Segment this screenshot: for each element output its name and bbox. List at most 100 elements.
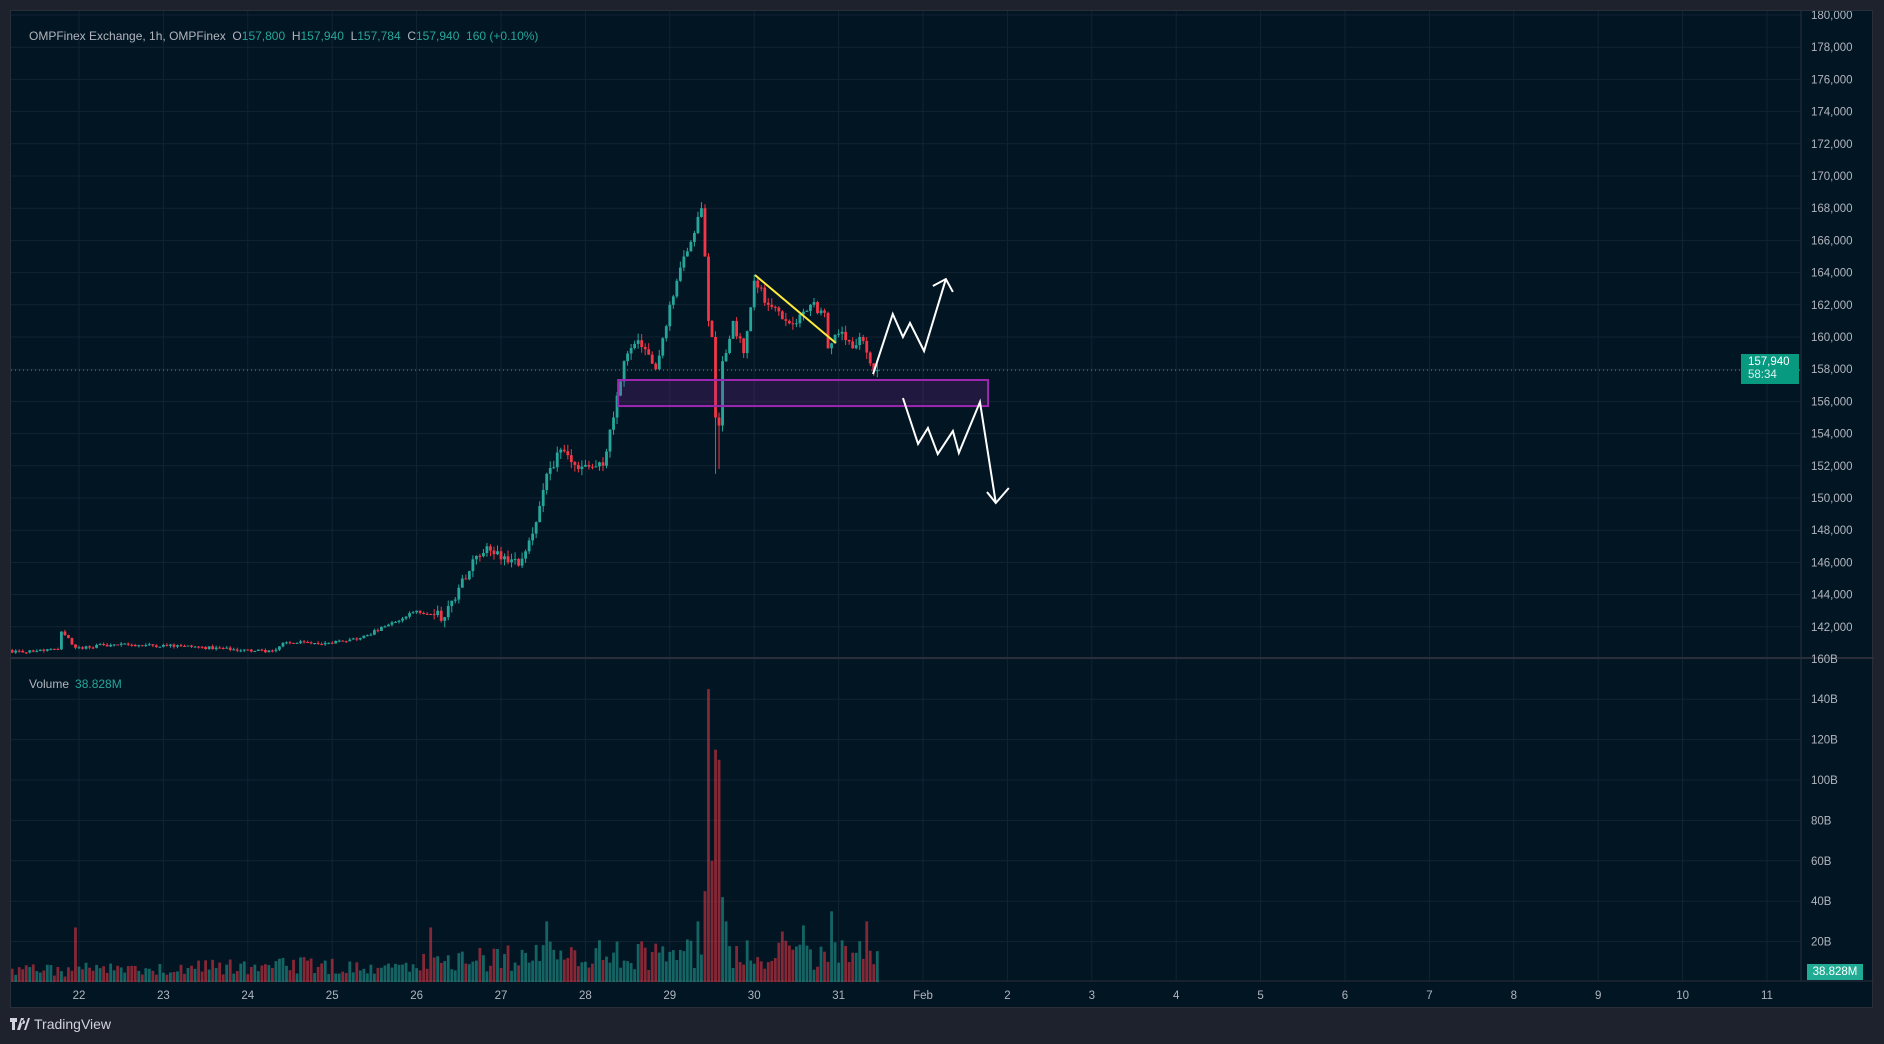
candle[interactable] (587, 464, 591, 467)
volume-bar[interactable] (239, 963, 243, 982)
candle[interactable] (260, 649, 264, 651)
volume-bar[interactable] (372, 973, 376, 982)
candle[interactable] (418, 610, 422, 613)
volume-bar[interactable] (524, 952, 528, 982)
candle[interactable] (415, 610, 419, 613)
candle[interactable] (868, 352, 872, 364)
candle[interactable] (745, 331, 749, 354)
candle[interactable] (633, 343, 637, 349)
volume-bar[interactable] (689, 940, 693, 982)
volume-bar[interactable] (671, 950, 675, 982)
volume-bar[interactable] (506, 945, 510, 982)
volume-bar[interactable] (496, 949, 499, 982)
candle[interactable] (394, 621, 397, 623)
volume-bar[interactable] (710, 860, 714, 982)
volume-bar[interactable] (161, 972, 165, 982)
candle[interactable] (837, 333, 841, 335)
candle[interactable] (728, 338, 731, 354)
volume-bar[interactable] (784, 940, 788, 982)
volume-bar[interactable] (471, 961, 475, 982)
descending-trendline[interactable] (754, 274, 837, 344)
candle[interactable] (355, 638, 359, 640)
candle[interactable] (193, 646, 197, 648)
volume-bar[interactable] (612, 952, 615, 982)
volume-bar[interactable] (703, 891, 707, 982)
volume-bar[interactable] (794, 946, 798, 982)
volume-bar[interactable] (186, 967, 190, 982)
volume-bar[interactable] (84, 962, 88, 982)
candle[interactable] (165, 644, 169, 646)
volume-bar[interactable] (147, 968, 151, 982)
volume-bar[interactable] (552, 949, 556, 982)
candle[interactable] (489, 546, 492, 551)
candle[interactable] (858, 337, 862, 346)
volume-bar[interactable] (833, 942, 837, 982)
volume-bar[interactable] (492, 948, 496, 982)
volume-bar[interactable] (211, 959, 215, 982)
candle[interactable] (337, 640, 341, 642)
volume-bar[interactable] (446, 955, 450, 982)
candle[interactable] (802, 311, 805, 315)
candle[interactable] (271, 650, 274, 652)
candle[interactable] (531, 533, 535, 541)
candle[interactable] (492, 550, 496, 555)
candle[interactable] (478, 555, 482, 557)
volume-bar[interactable] (35, 971, 39, 982)
candle[interactable] (204, 646, 208, 650)
volume-bar[interactable] (840, 940, 844, 982)
volume-bar[interactable] (383, 965, 387, 982)
candle[interactable] (654, 363, 658, 370)
candle[interactable] (77, 647, 81, 649)
candle[interactable] (773, 306, 777, 308)
volume-bar[interactable] (109, 963, 113, 982)
candle[interactable] (67, 635, 70, 639)
candle[interactable] (485, 546, 489, 554)
candle[interactable] (851, 341, 855, 349)
volume-bar[interactable] (74, 927, 77, 982)
candle[interactable] (446, 606, 450, 618)
candle[interactable] (74, 644, 77, 648)
volume-bar[interactable] (313, 973, 317, 982)
volume-bar[interactable] (654, 943, 658, 982)
volume-bar[interactable] (858, 941, 862, 982)
volume-bar[interactable] (11, 968, 14, 982)
volume-bar[interactable] (42, 970, 46, 982)
volume-bar[interactable] (418, 970, 422, 982)
candle[interactable] (439, 610, 443, 621)
candle[interactable] (263, 650, 267, 653)
volume-bar[interactable] (281, 957, 285, 982)
candle[interactable] (344, 641, 348, 643)
candle[interactable] (387, 624, 390, 627)
candle[interactable] (872, 363, 876, 371)
candle[interactable] (562, 449, 566, 452)
candle[interactable] (306, 641, 309, 643)
volume-bar[interactable] (559, 950, 563, 982)
volume-bar[interactable] (358, 970, 362, 982)
volume-bar[interactable] (165, 974, 169, 982)
candle[interactable] (274, 649, 278, 651)
candle[interactable] (211, 646, 215, 650)
volume-bar[interactable] (619, 967, 622, 982)
volume-bar[interactable] (745, 940, 749, 982)
volume-bar[interactable] (478, 948, 482, 982)
volume-bar[interactable] (436, 956, 440, 982)
volume-bar[interactable] (823, 951, 826, 982)
candle[interactable] (569, 455, 573, 463)
volume-bar[interactable] (605, 956, 608, 982)
candle[interactable] (169, 644, 172, 646)
candle[interactable] (239, 650, 243, 652)
candle[interactable] (499, 551, 503, 560)
volume-bar[interactable] (661, 946, 665, 982)
candle[interactable] (105, 644, 109, 647)
volume-bar[interactable] (591, 963, 594, 982)
volume-bar[interactable] (98, 968, 102, 982)
volume-bar[interactable] (306, 960, 309, 982)
candle[interactable] (450, 600, 454, 607)
volume-bar[interactable] (267, 965, 271, 982)
volume-bar[interactable] (154, 974, 158, 982)
candle[interactable] (207, 646, 211, 650)
candle[interactable] (668, 304, 672, 327)
volume-bar[interactable] (467, 964, 471, 982)
candle[interactable] (95, 644, 98, 648)
volume-bar[interactable] (316, 966, 320, 982)
